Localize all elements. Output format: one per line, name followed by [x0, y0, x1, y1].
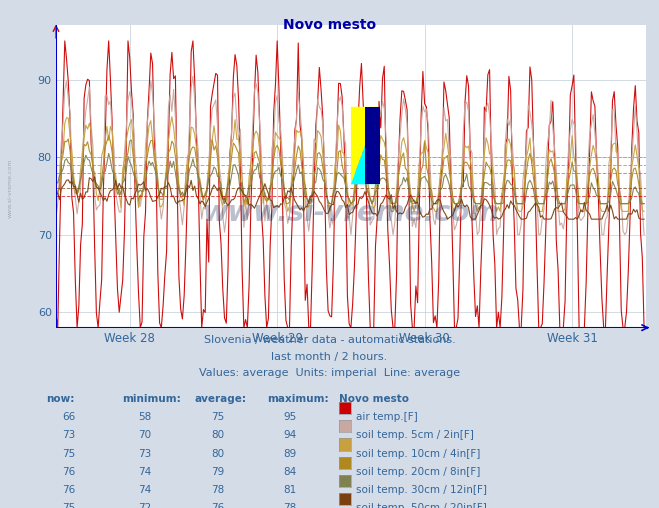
- Text: 70: 70: [138, 430, 152, 440]
- Text: 80: 80: [211, 449, 224, 459]
- Text: 76: 76: [63, 485, 76, 495]
- Text: 78: 78: [283, 503, 297, 508]
- Text: soil temp. 20cm / 8in[F]: soil temp. 20cm / 8in[F]: [356, 467, 480, 477]
- Text: 75: 75: [63, 449, 76, 459]
- Text: now:: now:: [46, 394, 74, 404]
- Text: www.si-vreme.com: www.si-vreme.com: [8, 158, 13, 218]
- Text: 73: 73: [63, 430, 76, 440]
- Text: 78: 78: [211, 485, 224, 495]
- Text: 73: 73: [138, 449, 152, 459]
- Text: 75: 75: [63, 503, 76, 508]
- Text: Novo mesto: Novo mesto: [283, 18, 376, 32]
- Text: 84: 84: [283, 467, 297, 477]
- Text: 75: 75: [211, 412, 224, 422]
- Text: Slovenia / weather data - automatic stations.: Slovenia / weather data - automatic stat…: [204, 335, 455, 345]
- Text: 74: 74: [138, 485, 152, 495]
- Text: average:: average:: [194, 394, 246, 404]
- Text: 76: 76: [63, 467, 76, 477]
- Text: Novo mesto: Novo mesto: [339, 394, 409, 404]
- Text: 81: 81: [283, 485, 297, 495]
- Text: air temp.[F]: air temp.[F]: [356, 412, 418, 422]
- Text: soil temp. 5cm / 2in[F]: soil temp. 5cm / 2in[F]: [356, 430, 474, 440]
- Text: 76: 76: [211, 503, 224, 508]
- Text: Values: average  Units: imperial  Line: average: Values: average Units: imperial Line: av…: [199, 368, 460, 378]
- Text: 58: 58: [138, 412, 152, 422]
- Text: 66: 66: [63, 412, 76, 422]
- Text: 74: 74: [138, 467, 152, 477]
- Text: www.si-vreme.com: www.si-vreme.com: [203, 199, 499, 227]
- Text: 95: 95: [283, 412, 297, 422]
- Text: soil temp. 30cm / 12in[F]: soil temp. 30cm / 12in[F]: [356, 485, 487, 495]
- Text: 89: 89: [283, 449, 297, 459]
- Polygon shape: [351, 107, 379, 184]
- Text: soil temp. 50cm / 20in[F]: soil temp. 50cm / 20in[F]: [356, 503, 487, 508]
- Text: 72: 72: [138, 503, 152, 508]
- Text: minimum:: minimum:: [122, 394, 181, 404]
- Text: maximum:: maximum:: [267, 394, 329, 404]
- Text: soil temp. 10cm / 4in[F]: soil temp. 10cm / 4in[F]: [356, 449, 480, 459]
- Polygon shape: [351, 107, 379, 184]
- Text: 79: 79: [211, 467, 224, 477]
- Bar: [365, 107, 380, 184]
- Text: 94: 94: [283, 430, 297, 440]
- Text: last month / 2 hours.: last month / 2 hours.: [272, 352, 387, 362]
- Text: 80: 80: [211, 430, 224, 440]
